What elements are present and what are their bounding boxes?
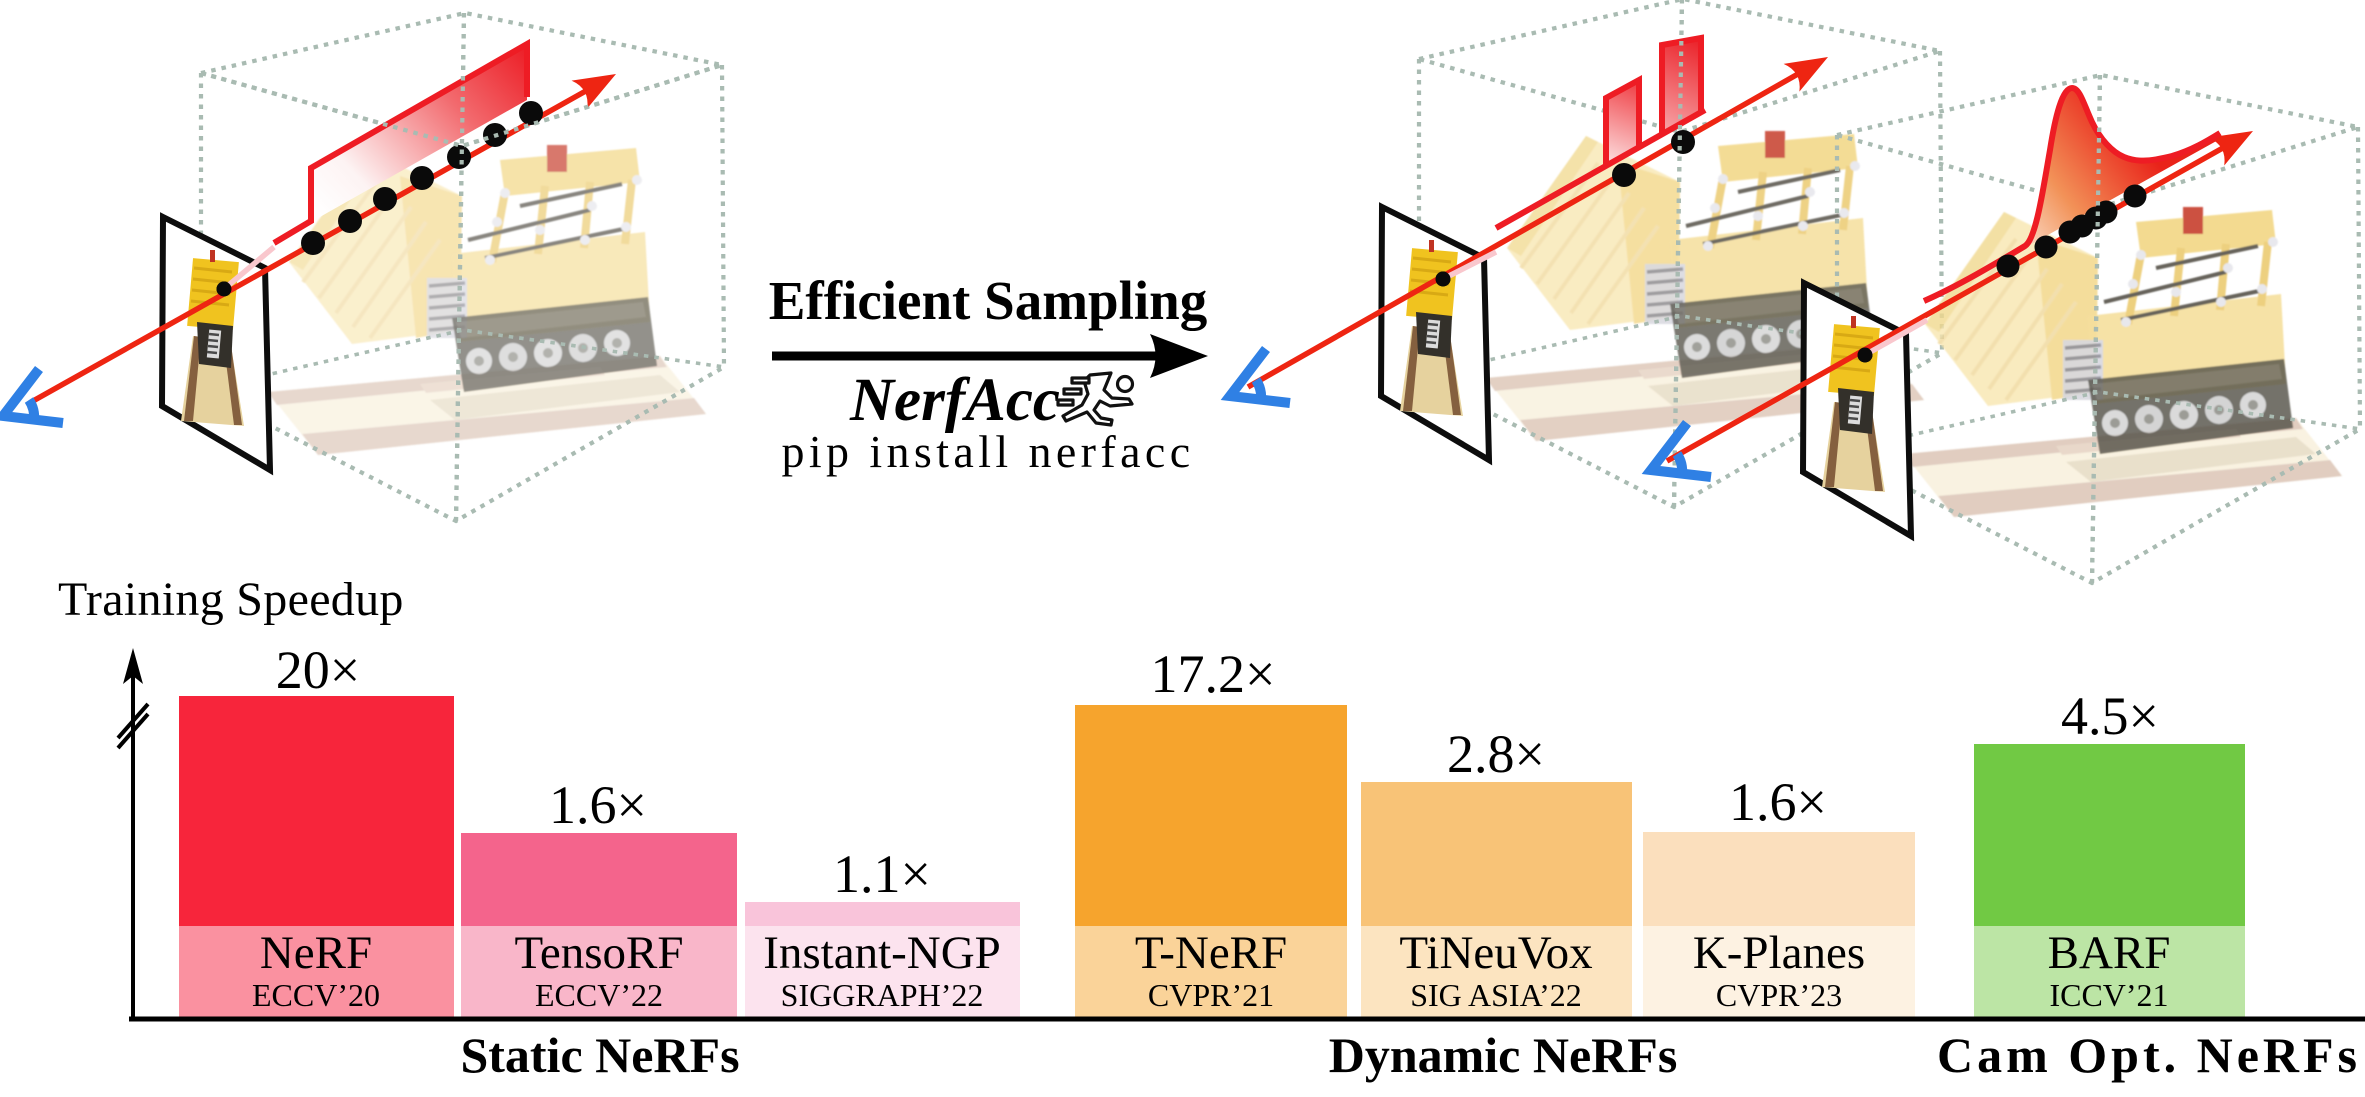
svg-text:ECCV’22: ECCV’22 [535, 977, 663, 1013]
svg-text:Dynamic NeRFs: Dynamic NeRFs [1329, 1027, 1678, 1083]
svg-text:NerfAcc: NerfAcc [849, 367, 1060, 434]
svg-text:T-NeRF: T-NeRF [1135, 927, 1287, 979]
svg-text:17.2×: 17.2× [1151, 644, 1276, 704]
svg-text:20×: 20× [276, 640, 360, 700]
svg-text:ECCV’20: ECCV’20 [252, 977, 380, 1013]
svg-text:1.6×: 1.6× [549, 775, 647, 835]
svg-text:4.5×: 4.5× [2061, 686, 2159, 746]
svg-text:SIG ASIA’22: SIG ASIA’22 [1410, 977, 1582, 1013]
svg-text:BARF: BARF [2048, 927, 2171, 979]
svg-text:SIGGRAPH’22: SIGGRAPH’22 [781, 977, 984, 1013]
svg-text:pip install nerfacc: pip install nerfacc [781, 426, 1194, 477]
svg-text:TiNeuVox: TiNeuVox [1399, 927, 1592, 979]
svg-text:Static NeRFs: Static NeRFs [460, 1027, 739, 1083]
svg-text:Cam Opt. NeRFs: Cam Opt. NeRFs [1937, 1027, 2361, 1083]
svg-text:ICCV’21: ICCV’21 [2049, 977, 2168, 1013]
svg-text:Training Speedup: Training Speedup [58, 573, 404, 626]
svg-text:K-Planes: K-Planes [1693, 927, 1865, 979]
svg-text:TensoRF: TensoRF [514, 927, 683, 979]
svg-text:Instant-NGP: Instant-NGP [763, 927, 1001, 979]
svg-text:Efficient Sampling: Efficient Sampling [769, 270, 1208, 331]
svg-text:CVPR’21: CVPR’21 [1148, 977, 1274, 1013]
svg-text:1.6×: 1.6× [1729, 772, 1827, 832]
svg-text:2.8×: 2.8× [1447, 724, 1545, 784]
svg-text:1.1×: 1.1× [833, 844, 931, 904]
svg-text:CVPR’23: CVPR’23 [1716, 977, 1842, 1013]
svg-text:NeRF: NeRF [260, 927, 372, 979]
